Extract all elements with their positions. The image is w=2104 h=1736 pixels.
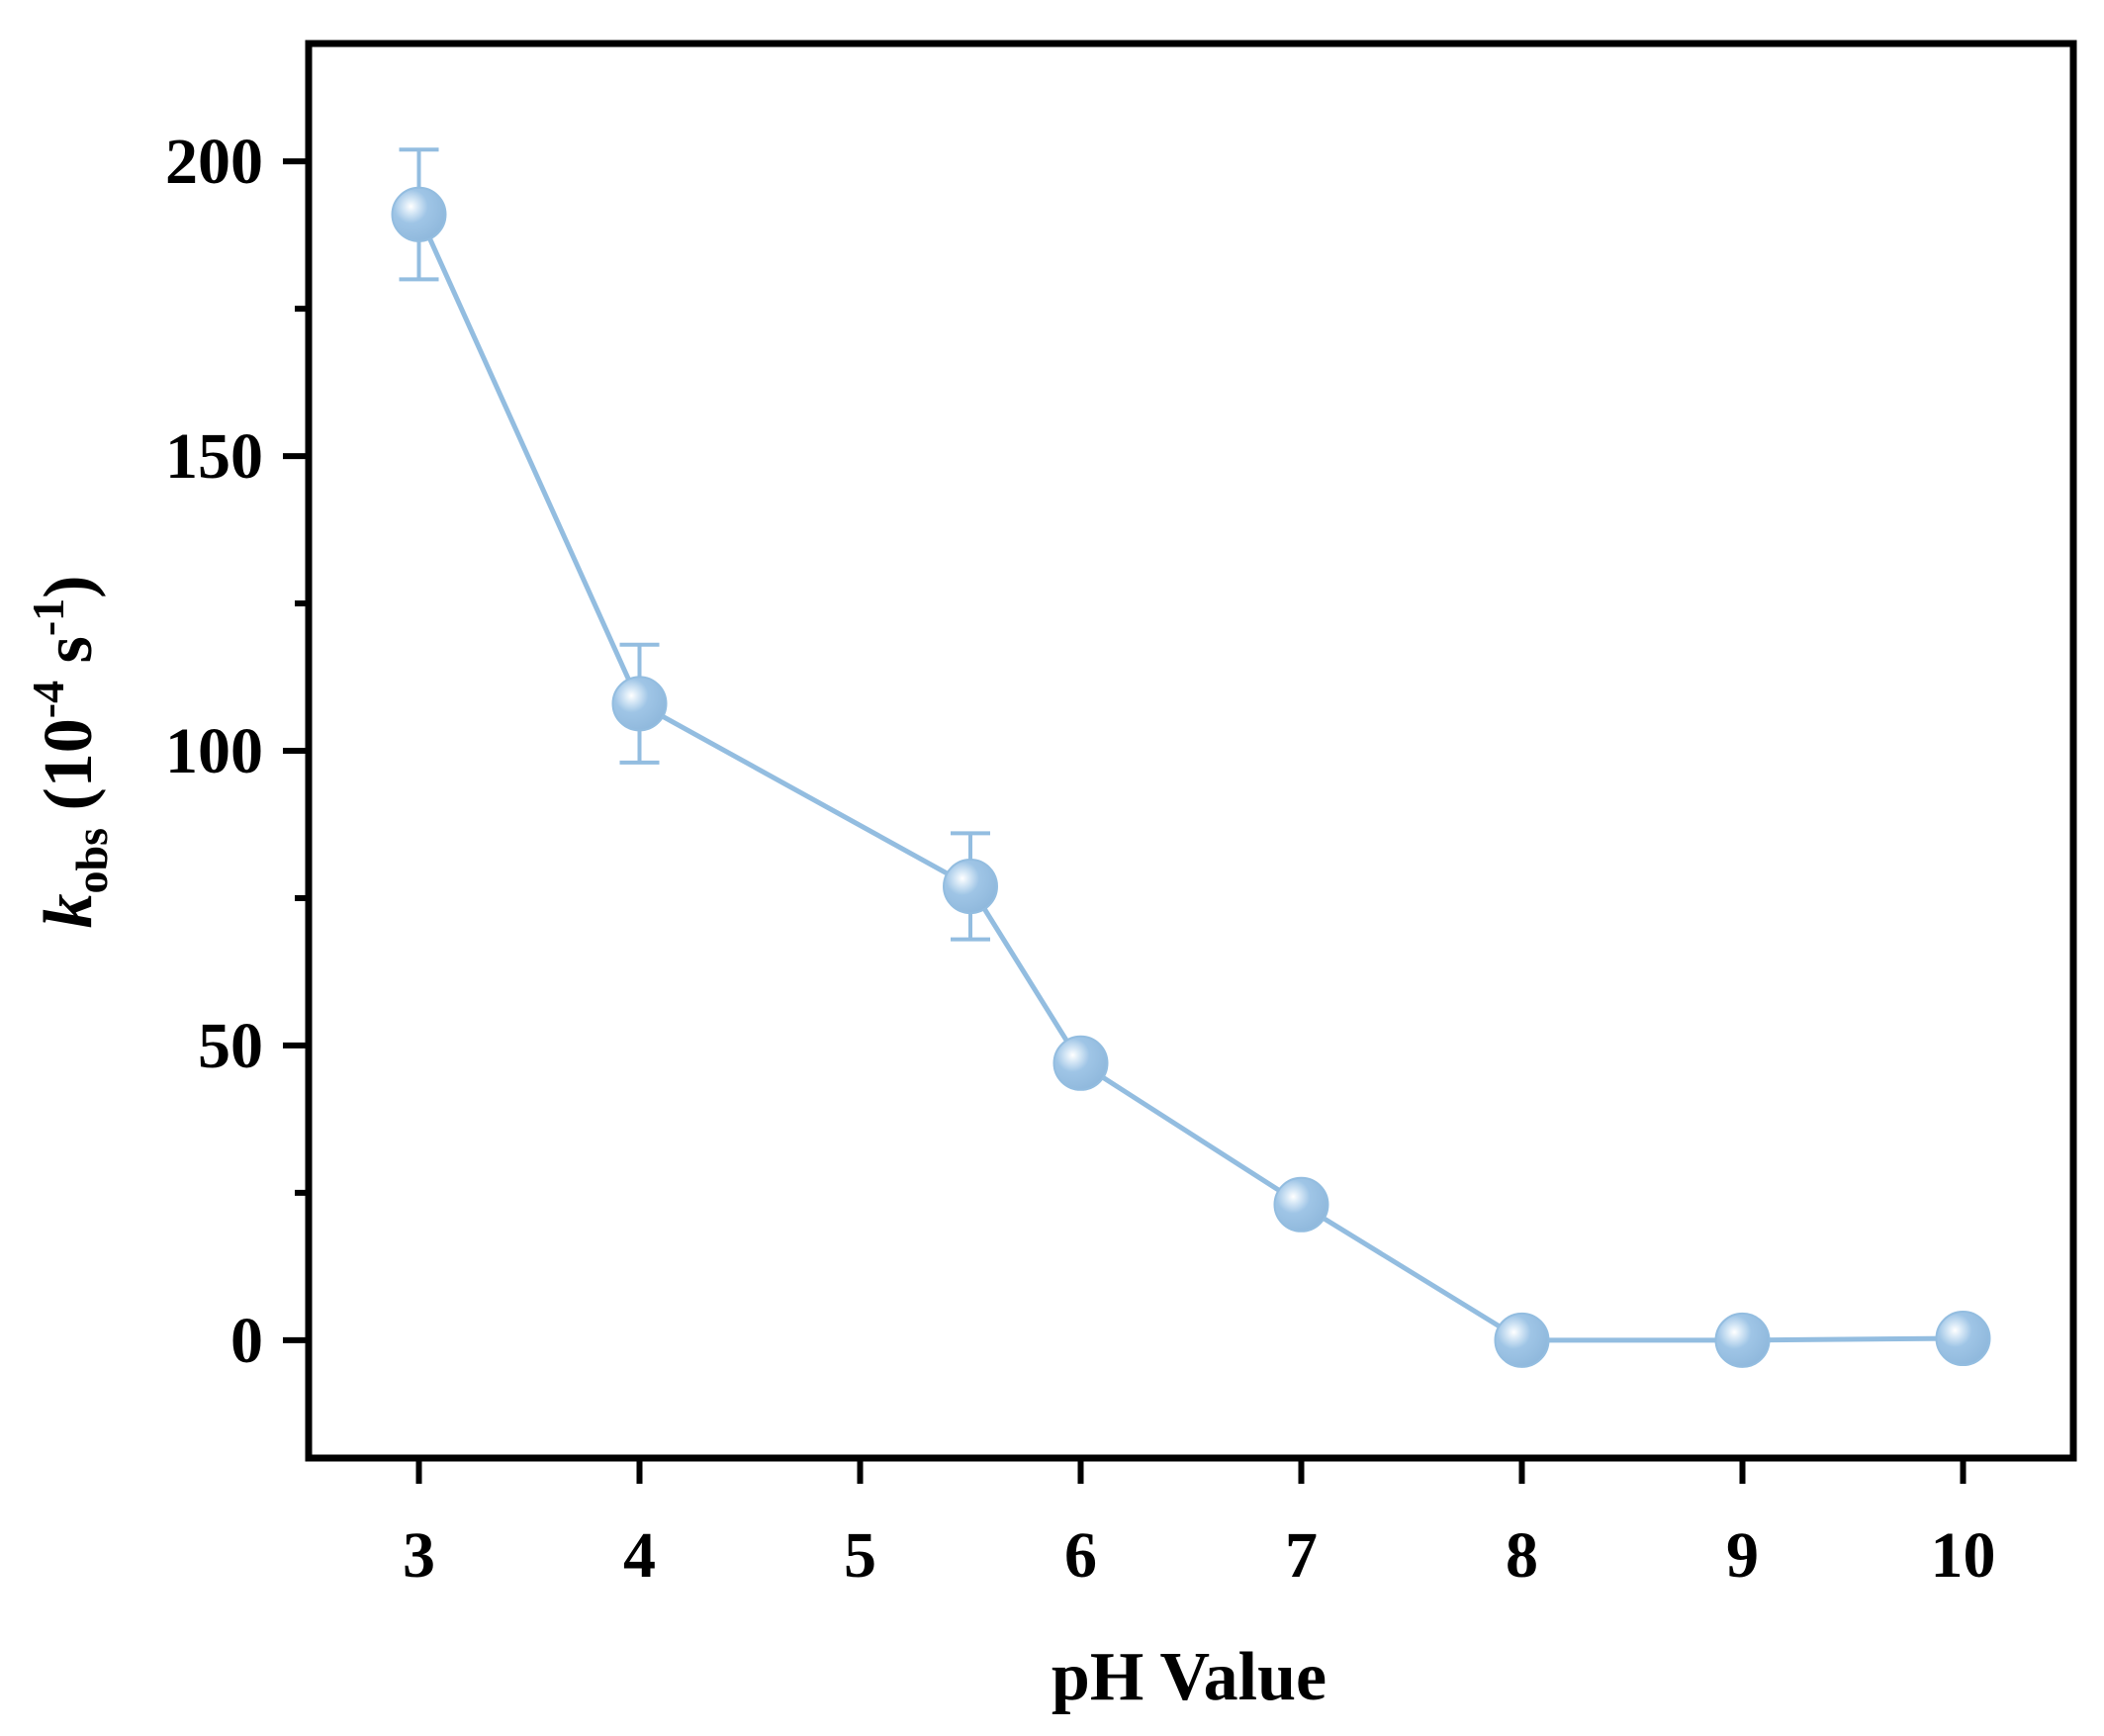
x-tick-label: 8 [1506,1519,1538,1592]
data-point [1273,1176,1329,1233]
data-point [943,859,998,915]
y-axis-title: kobs (10-4 s-1) [23,575,117,928]
x-tick-label: 9 [1726,1519,1759,1592]
data-point [1935,1311,1991,1367]
data-point [1494,1312,1550,1368]
x-axis-title: pH Value [1052,1639,1326,1715]
data-point [611,676,668,732]
y-tick-label: 200 [165,126,263,198]
x-tick-label: 5 [844,1519,876,1592]
x-tick-label: 4 [623,1519,656,1592]
data-point [1052,1035,1109,1091]
data-point [1714,1312,1771,1368]
plot-frame [305,40,2077,1462]
x-tick-label: 7 [1285,1519,1318,1592]
x-tick-label: 3 [403,1519,435,1592]
y-tick-label: 0 [230,1305,263,1377]
series-line [416,213,1964,1343]
y-tick-label: 100 [165,715,263,787]
y-tick-label: 50 [198,1010,263,1082]
x-tick-label: 10 [1931,1519,1996,1592]
data-point [391,186,447,242]
x-tick-label: 6 [1064,1519,1097,1592]
plot-area [391,147,1991,1368]
y-tick-label: 150 [165,420,263,493]
